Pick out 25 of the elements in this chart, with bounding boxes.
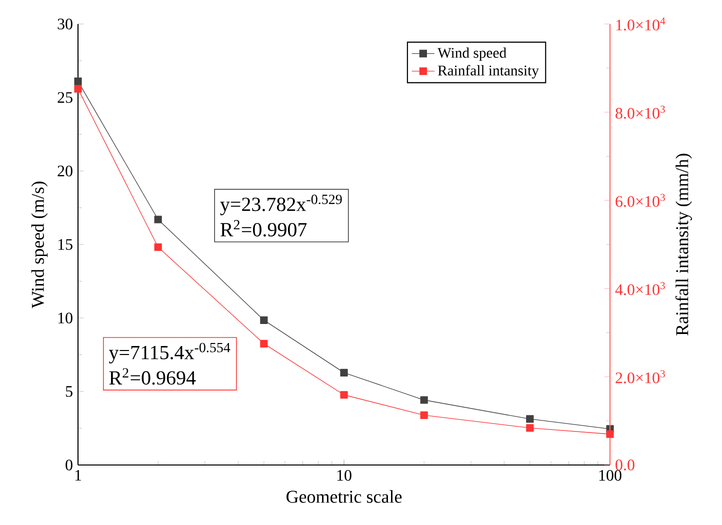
y2-tick-label: 0.0 <box>616 460 634 470</box>
y2-tick-label: 6.0×10$^{3}$ <box>616 194 665 207</box>
x-tick-label: 1 <box>75 470 82 481</box>
annotation: R$^{2}$=0.9907 <box>220 220 307 237</box>
legend-label: Rainfall intansity <box>438 65 539 78</box>
y-tick-label: 15 <box>58 239 72 250</box>
legend-label: Wind speed <box>438 48 506 61</box>
y2-tick-label: 2.0×10$^{3}$ <box>616 370 665 384</box>
annotation: R$^{2}$=0.9694 <box>109 368 196 385</box>
annotation: y=7115.4x$^{-0.554}$ <box>108 342 230 364</box>
y-axis-title: Wind speed (m/s) <box>31 182 48 308</box>
y2-tick-label: 8.0×10$^{3}$ <box>616 106 665 119</box>
y-tick-label: 30 <box>58 18 72 30</box>
annotation: y=23.782x$^{-0.529}$ <box>220 194 342 216</box>
y2-tick-label: 1.0×10$^{4}$ <box>616 17 666 31</box>
x-tick-label: 100 <box>599 470 622 481</box>
y-tick-label: 5 <box>66 386 72 397</box>
y-tick-label: 20 <box>58 166 72 176</box>
y-tick-label: 10 <box>58 312 72 324</box>
x-tick-label: 10 <box>337 470 352 481</box>
y2-tick-label: 4.0×10$^{3}$ <box>615 282 665 296</box>
y-tick-label: 25 <box>58 92 72 103</box>
y2-axis-title: Rainfall intansity (mm/h) <box>675 154 692 336</box>
x-axis-title: Geometric scale <box>286 490 402 503</box>
y-tick-label: 0 <box>66 460 72 470</box>
